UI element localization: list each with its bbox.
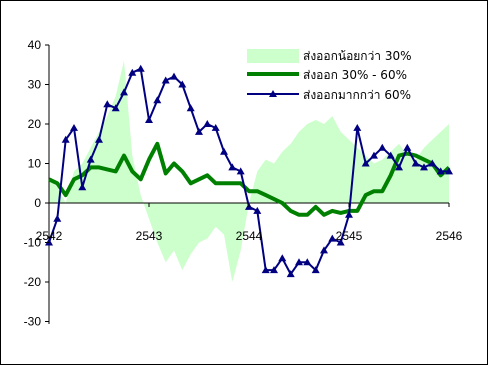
x-tick-label: 2544 [236,229,263,243]
legend-swatch-area [247,49,299,63]
data-point-marker [111,104,120,112]
data-point-marker [78,183,87,191]
data-point-marker [303,258,312,266]
data-point-marker [345,210,353,218]
x-tick-label: 2543 [136,229,163,243]
data-point-marker [420,163,428,171]
x-tick-label: 2545 [336,229,363,243]
area-series-less-than-30 [49,60,449,282]
data-point-marker [161,76,170,84]
data-point-marker [70,124,78,131]
data-point-marker [195,127,203,135]
y-tick-label: 0 [34,196,41,210]
data-point-marker [178,80,187,88]
data-point-marker [53,214,62,222]
data-point-marker [395,163,403,171]
data-point-marker [436,167,445,175]
data-point-marker [386,151,395,159]
x-tick-label: 2542 [36,229,63,243]
data-point-marker [186,104,195,112]
data-point-marker [211,124,220,131]
data-point-marker [128,68,137,76]
data-point-marker [153,96,162,104]
area-series-layer [49,60,449,282]
data-point-marker [261,266,270,274]
data-point-marker [353,124,362,131]
legend-marker-triangle [269,90,277,97]
data-point-marker [220,147,228,155]
y-tick-label: 30 [28,78,42,92]
data-point-marker [236,167,245,175]
data-point-marker [270,266,278,274]
data-point-marker [145,116,153,123]
tick-layer: 40 30 20 10 0 -10 -20 -30 2542 2543 2544 2545 2546 [24,38,463,329]
data-point-marker [445,167,453,175]
marker-layer [45,64,453,278]
x-tick-label: 2546 [436,229,463,243]
data-point-marker [311,266,320,274]
data-point-marker [136,64,145,72]
y-tick-label: 10 [28,157,42,171]
data-point-marker [170,72,178,80]
data-point-marker [86,155,95,163]
series-line-30-60 [48,141,451,217]
data-point-marker [336,238,345,246]
y-tick-label: -20 [24,275,42,289]
data-point-marker [120,88,128,96]
y-tick-label: 40 [28,38,42,52]
data-point-marker [95,135,103,143]
data-point-marker [361,159,370,167]
data-point-marker [378,143,387,151]
data-point-marker [278,254,287,262]
data-point-marker [203,120,212,127]
legend: ส่งออกน้อยกว่า 30% ส่งออก 30% - 60% ส่งอ… [247,49,412,102]
legend-label-area: ส่งออกน้อยกว่า 30% [303,49,412,63]
data-point-marker [411,159,420,167]
y-tick-label: 20 [28,117,42,131]
data-point-marker [295,258,303,266]
y-tick-label: -30 [24,315,42,329]
data-point-marker [228,163,237,171]
legend-label-green-line: ส่งออก 30% - 60% [303,68,407,82]
data-point-marker [320,246,328,254]
data-point-marker [328,234,337,242]
data-point-marker [403,143,412,151]
data-point-marker [103,100,112,108]
legend-label-marker-line: ส่งออกมากกว่า 60% [303,88,411,102]
data-point-marker [61,135,70,143]
y-tick-label: -10 [24,236,42,250]
data-point-marker [370,151,378,159]
data-point-marker [253,206,262,214]
data-point-marker [286,270,295,278]
data-point-marker [428,159,437,167]
